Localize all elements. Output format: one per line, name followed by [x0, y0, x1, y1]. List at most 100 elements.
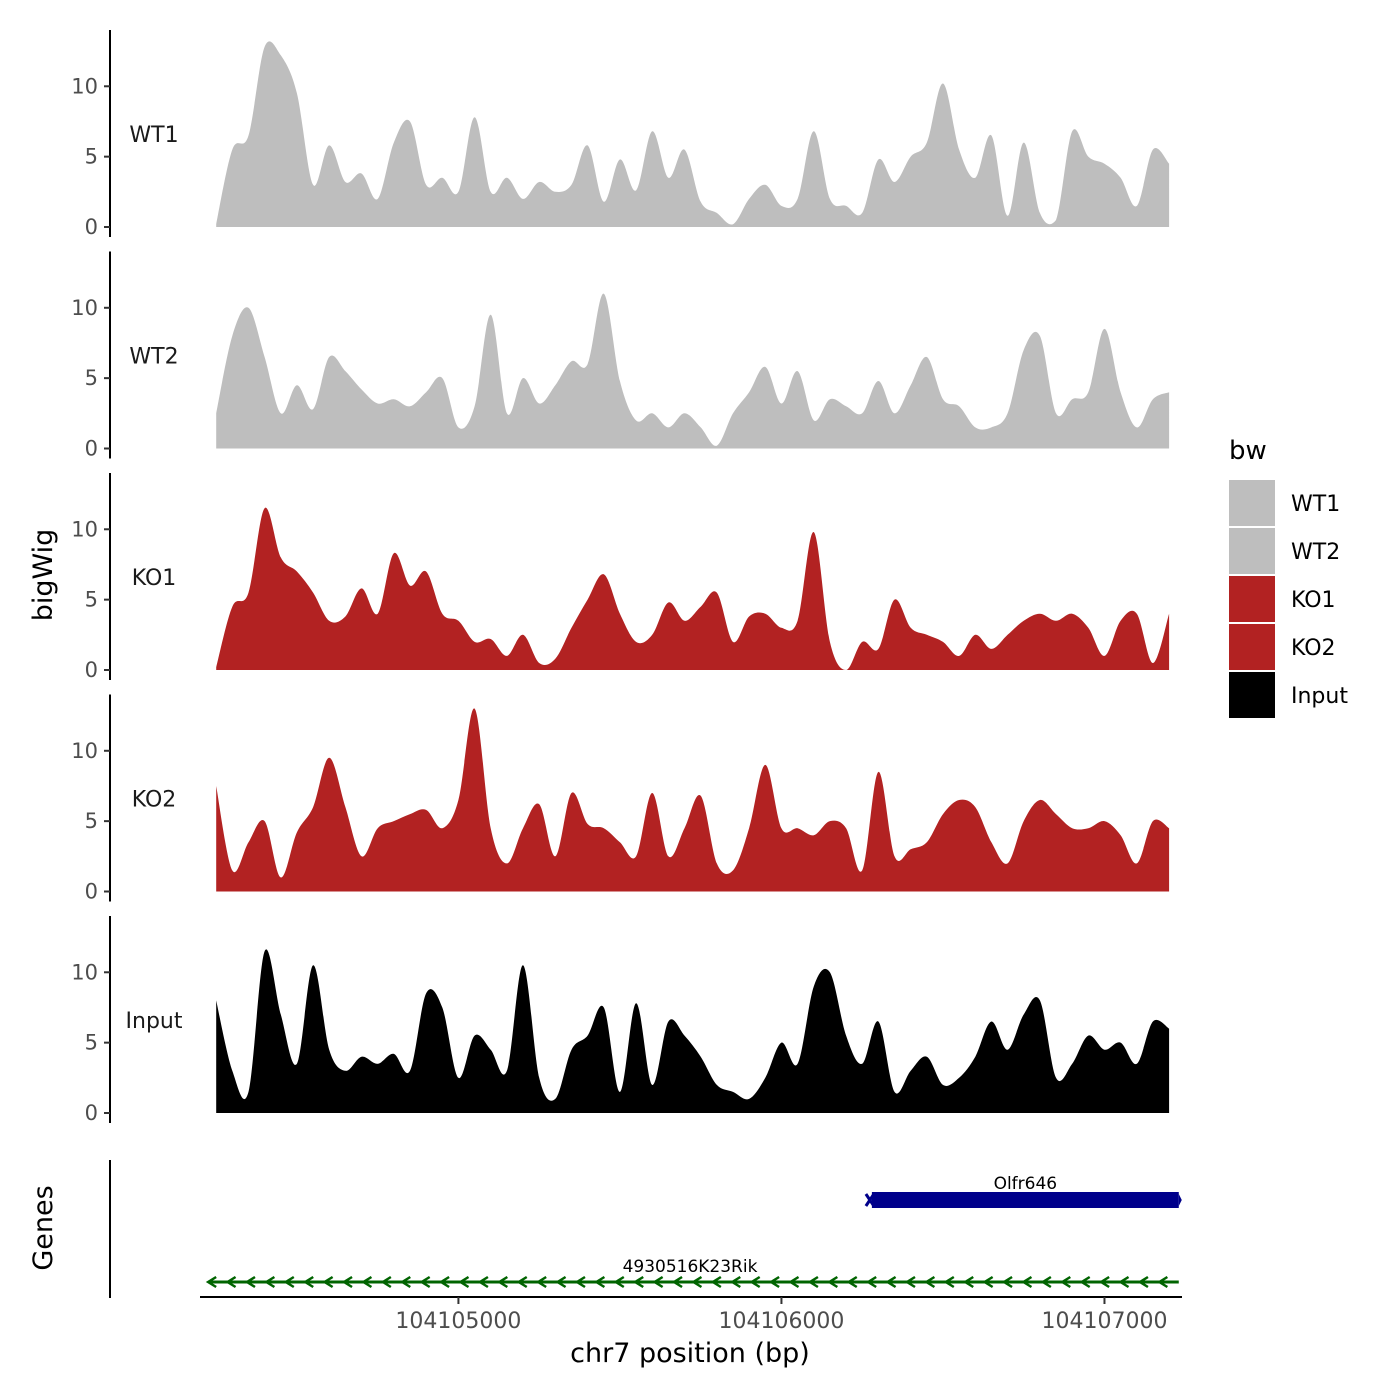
gene-strand-arrow: [283, 1275, 295, 1289]
legend-label: KO2: [1291, 636, 1336, 661]
y-tick-label: 5: [85, 366, 98, 390]
gene-strand-arrow: [477, 1275, 489, 1289]
gene-strand-arrow: [555, 1275, 567, 1289]
gene-strand-arrow: [380, 1275, 392, 1289]
legend-swatch: [1229, 528, 1275, 574]
x-tick-label: 104105000: [395, 1309, 521, 1334]
legend-label: KO1: [1291, 588, 1336, 613]
gene-strand-arrow: [496, 1275, 508, 1289]
legend-item-ko2: KO2: [1229, 624, 1336, 670]
legend-label: Input: [1291, 684, 1348, 709]
gene-4930516k23rik: 4930516K23Rik: [205, 1257, 1179, 1289]
genes-panel: Olfr646 4930516K23Rik: [109, 1160, 1182, 1298]
track-input: 0 5 10 Input: [71, 916, 1170, 1125]
gene-strand-arrow: [1001, 1275, 1013, 1289]
gene-strand-arrow: [594, 1275, 606, 1289]
gene-strand-arrow: [438, 1275, 450, 1289]
x-tick-label: 104107000: [1041, 1309, 1167, 1334]
gene-strand-arrow: [749, 1275, 761, 1289]
legend-label: WT2: [1291, 540, 1340, 565]
gene-strand-arrow: [302, 1275, 314, 1289]
gene-strand-arrow: [962, 1275, 974, 1289]
gene-strand-arrow: [458, 1275, 470, 1289]
gene-strand-arrow: [885, 1275, 897, 1289]
track-label-wt2: WT2: [129, 345, 178, 370]
gene-strand-arrow: [1021, 1275, 1033, 1289]
legend-item-ko1: KO1: [1229, 576, 1336, 622]
gene-strand-arrow: [1059, 1275, 1071, 1289]
area-wt1: [216, 41, 1170, 228]
gene-strand-arrow: [341, 1275, 353, 1289]
legend-label: WT1: [1291, 492, 1340, 517]
legend: WT1 WT2 KO1 KO2 Input: [1229, 480, 1348, 718]
y-tick-label: 10: [71, 739, 98, 763]
y-tick-label: 5: [85, 809, 98, 833]
y-tick-label: 0: [85, 658, 98, 682]
track-wt1: 0 5 10 WT1: [71, 30, 1170, 239]
gene-strand-arrow: [613, 1275, 625, 1289]
gene-strand-arrow: [1137, 1275, 1149, 1289]
area-input: [216, 949, 1170, 1113]
gene-strand-arrow: [788, 1275, 800, 1289]
legend-swatch: [1229, 672, 1275, 718]
gene-end-marker: [1178, 1194, 1182, 1206]
y-tick-label: 0: [85, 1101, 98, 1125]
gene-strand-arrow: [1157, 1275, 1169, 1289]
y-tick-label: 5: [85, 588, 98, 612]
gene-strand-arrow: [574, 1275, 586, 1289]
y-tick-label: 0: [85, 437, 98, 461]
gene-strand-arrow: [904, 1275, 916, 1289]
gene-strand-arrow: [826, 1275, 839, 1289]
gene-strand-arrow: [924, 1275, 936, 1289]
gene-strand-arrow: [361, 1275, 373, 1289]
legend-item-wt2: WT2: [1229, 528, 1340, 574]
gene-strand-arrow: [982, 1275, 994, 1289]
legend-item-input: Input: [1229, 672, 1348, 718]
y-tick-label: 10: [71, 517, 98, 541]
y-axis-title: bigWig: [28, 529, 59, 622]
gene-strand-arrow: [535, 1275, 547, 1289]
y-tick-label: 5: [85, 1031, 98, 1055]
track-label-ko1: KO1: [132, 566, 177, 591]
gene-label: 4930516K23Rik: [623, 1257, 758, 1277]
gene-strand-arrow: [691, 1275, 703, 1289]
x-tick-label: 104106000: [718, 1309, 844, 1334]
gene-strand-arrow: [264, 1275, 276, 1289]
y-tick-label: 10: [71, 74, 98, 98]
gene-strand-arrow: [671, 1275, 683, 1289]
gene-strand-arrow: [807, 1275, 819, 1289]
track-label-input: Input: [126, 1009, 183, 1034]
gene-strand-arrow: [399, 1275, 411, 1289]
track-ko2: 0 5 10 KO2: [71, 694, 1170, 904]
gene-strand-arrow: [865, 1275, 877, 1289]
gene-strand-arrow: [1040, 1275, 1052, 1289]
legend-swatch: [1229, 480, 1275, 526]
y-tick-label: 5: [85, 145, 98, 169]
tracks-group: 0 5 10 WT1 0 5 10 WT2 0 5 10 KO1 0 5 10 KO2 0 5 10 Input: [71, 30, 1170, 1125]
gene-strand-arrow: [225, 1275, 237, 1289]
gene-strand-marker: [864, 1193, 876, 1207]
legend-swatch: [1229, 576, 1275, 622]
track-label-wt1: WT1: [129, 123, 178, 148]
gene-strand-arrow: [943, 1275, 955, 1289]
gene-label: Olfr646: [994, 1174, 1058, 1194]
gene-strand-arrow: [768, 1275, 780, 1289]
gene-strand-arrow: [516, 1275, 528, 1289]
gene-strand-arrow: [205, 1275, 217, 1289]
area-ko2: [216, 708, 1170, 892]
x-axis-ticks: 104105000 104106000 104107000: [395, 1297, 1167, 1334]
gene-strand-arrow: [846, 1275, 858, 1289]
genes-axis-title: Genes: [28, 1185, 59, 1270]
gene-strand-arrow: [652, 1275, 664, 1289]
legend-title: bw: [1229, 436, 1267, 466]
y-tick-label: 0: [85, 880, 98, 904]
legend-swatch: [1229, 624, 1275, 670]
track-ko1: 0 5 10 KO1: [71, 473, 1170, 682]
area-ko1: [216, 507, 1170, 670]
gene-strand-arrow: [322, 1275, 334, 1289]
gene-strand-arrow: [729, 1275, 741, 1289]
x-axis-title: chr7 position (bp): [570, 1338, 810, 1369]
track-label-ko2: KO2: [132, 788, 177, 813]
